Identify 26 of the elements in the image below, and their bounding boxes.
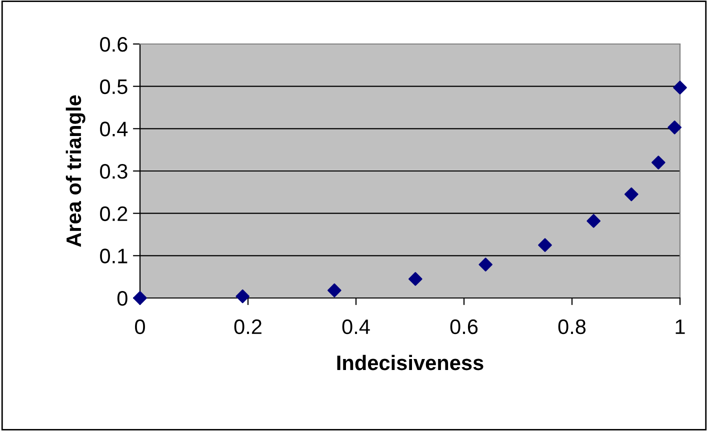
y-tick-label: 0.6 [100,37,128,52]
point [478,258,493,272]
y-tick-label: 0 [117,291,128,306]
point [651,156,666,170]
x-tick-label: 1 [676,320,685,334]
point [327,283,342,298]
point [236,289,250,304]
y-axis-title: Area of triangle [66,95,86,247]
point [538,238,552,252]
x-tick-label: 0.6 [450,319,478,334]
x-tick-label: 0.2 [234,319,262,334]
y-tick-label: 0.1 [100,248,128,264]
point [624,187,638,202]
y-tick-label: 0.5 [100,79,128,94]
point [668,120,682,134]
y-tick-label: 0.4 [100,122,128,136]
y-tick-label: 0.2 [100,206,128,222]
x-tick-label: 0 [135,319,145,334]
point [408,272,422,286]
point [673,80,687,95]
point [133,291,147,305]
x-tick-label: 0.4 [342,319,370,334]
x-axis-title: Indecisiveness [337,354,484,370]
x-tick-label: 0.8 [558,319,586,334]
point [586,214,601,228]
y-tick-label: 0.3 [100,164,128,179]
